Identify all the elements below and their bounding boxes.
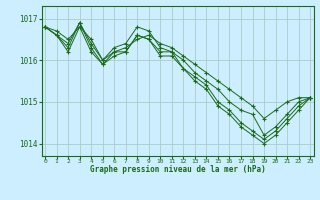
X-axis label: Graphe pression niveau de la mer (hPa): Graphe pression niveau de la mer (hPa) — [90, 165, 266, 174]
